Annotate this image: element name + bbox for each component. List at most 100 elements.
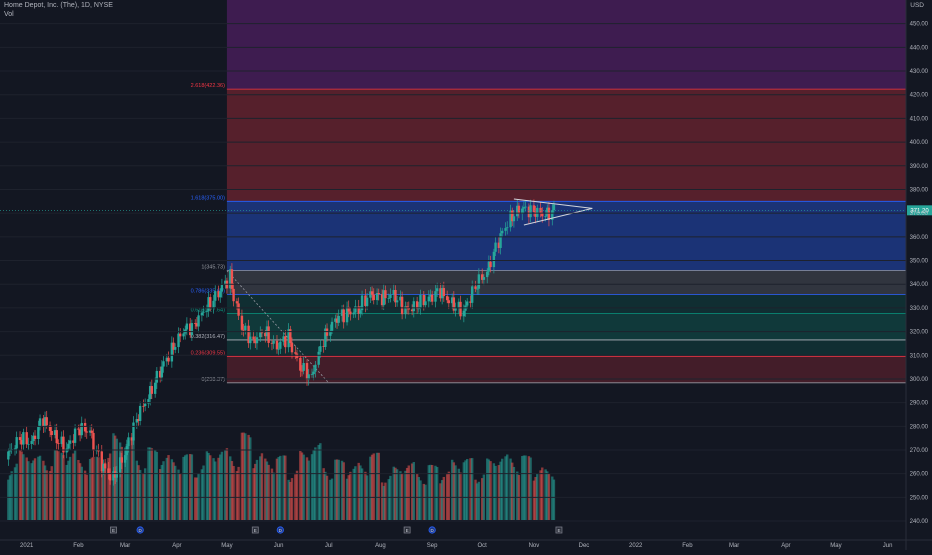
event-marker-label: D — [279, 528, 283, 533]
volume-bar — [108, 453, 112, 520]
candle-body — [255, 337, 259, 344]
volume-bar — [15, 463, 18, 520]
candle-body — [62, 436, 65, 453]
x-tick-label: Feb — [682, 543, 693, 549]
y-tick-label: 450.00 — [910, 22, 929, 28]
volume-bar — [480, 478, 484, 520]
candle-body — [142, 405, 145, 407]
volume-bar — [454, 465, 457, 520]
volume-bar — [78, 463, 82, 520]
candle-body — [68, 440, 72, 444]
volume-bar — [242, 432, 245, 520]
candle-body — [185, 323, 189, 330]
volume-bar — [330, 478, 334, 520]
volume-bar — [170, 459, 174, 520]
volume-bar — [462, 462, 466, 520]
volume-bar — [270, 468, 274, 520]
volume-bar — [130, 438, 134, 520]
volume-bar — [143, 468, 147, 520]
x-tick-label: Jul — [325, 543, 333, 549]
candle-body — [487, 261, 491, 272]
volume-bar — [68, 456, 72, 520]
candle-body — [454, 308, 457, 311]
volume-bar — [307, 460, 310, 520]
candle-body — [50, 430, 53, 436]
symbol-title: Home Depot, Inc. (The), 1D, NYSE — [4, 2, 113, 9]
volume-bar — [77, 460, 80, 520]
candle-body — [244, 325, 247, 331]
candle-body — [189, 323, 192, 336]
volume-bar — [499, 461, 502, 520]
candle-body — [32, 435, 35, 442]
volume-bar — [452, 462, 456, 520]
volume-bar — [197, 473, 200, 520]
volume-bar — [18, 449, 22, 520]
candle-body — [477, 274, 481, 289]
candle-body — [48, 425, 52, 431]
volume-bar — [450, 459, 454, 520]
volume-bar — [137, 465, 140, 520]
volume-bar — [38, 455, 42, 520]
candle-body — [150, 386, 154, 394]
candle-body — [148, 386, 152, 400]
candle-body — [509, 210, 512, 228]
volume-bar — [424, 484, 427, 520]
candle-body — [167, 357, 170, 362]
y-tick-label: 400.00 — [910, 140, 929, 146]
volume-bar — [214, 461, 217, 520]
candle-body — [372, 294, 375, 301]
fib-zone — [226, 356, 907, 383]
candle-body — [337, 315, 340, 323]
volume-bar — [501, 458, 504, 520]
fib-level-label: 2.618(422.36) — [191, 83, 225, 89]
volume-bar — [30, 463, 33, 520]
volume-bar — [173, 465, 177, 520]
candle-body — [178, 333, 182, 337]
candle-body — [72, 440, 75, 443]
candle-body — [521, 208, 524, 214]
candle-body — [207, 297, 210, 311]
volume-bar — [230, 461, 234, 520]
volume-bar — [205, 451, 209, 520]
candle-body — [247, 325, 250, 344]
y-tick-label: 410.00 — [910, 116, 929, 122]
candle-body — [324, 328, 327, 347]
candle-body — [486, 271, 489, 278]
event-marker-label: E — [254, 528, 257, 533]
candle-body — [229, 269, 232, 289]
volume-bar — [275, 458, 279, 520]
candle-body — [42, 418, 45, 427]
volume-bar — [162, 461, 165, 520]
volume-bar — [172, 462, 175, 520]
candle-body — [60, 436, 63, 445]
candle-body — [534, 211, 537, 217]
candle-body — [307, 374, 310, 380]
volume-bar — [354, 466, 357, 520]
candle-body — [415, 301, 419, 309]
candle-body — [212, 300, 215, 309]
candle-body — [289, 329, 292, 344]
volume-bar — [334, 459, 337, 520]
earnings-marker — [110, 526, 117, 534]
candle-body — [170, 342, 174, 362]
candle-body — [302, 363, 305, 371]
candle-body — [497, 242, 501, 248]
volume-bar — [410, 463, 414, 520]
volume-bar — [422, 483, 426, 520]
volume-bar — [299, 450, 302, 520]
volume-bar — [73, 450, 77, 520]
x-tick-label: May — [221, 543, 232, 549]
volume-bar — [220, 451, 224, 520]
volume-bar — [419, 480, 422, 520]
volume-bar — [244, 433, 247, 520]
volume-bar — [552, 479, 556, 520]
candle-body — [511, 210, 514, 222]
volume-bar — [325, 475, 329, 520]
candle-body — [57, 443, 60, 445]
candle-body — [270, 342, 274, 344]
volume-bar — [290, 478, 294, 520]
volume-bar — [165, 457, 169, 520]
candle-body — [442, 288, 446, 297]
